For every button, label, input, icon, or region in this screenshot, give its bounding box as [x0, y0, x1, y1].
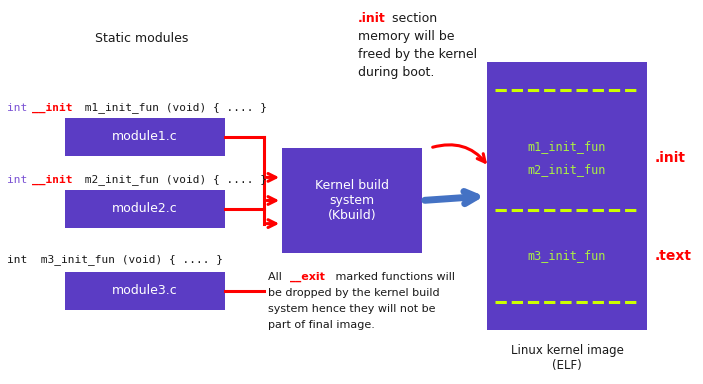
FancyBboxPatch shape: [65, 272, 225, 310]
Text: marked functions will: marked functions will: [332, 272, 455, 282]
Text: All: All: [268, 272, 285, 282]
Text: m2_init_fun: m2_init_fun: [528, 164, 606, 177]
FancyBboxPatch shape: [65, 118, 225, 156]
Text: .init: .init: [655, 151, 686, 165]
Text: freed by the kernel: freed by the kernel: [358, 48, 477, 61]
Text: part of final image.: part of final image.: [268, 320, 375, 330]
Text: m3_init_fun: m3_init_fun: [528, 250, 606, 263]
Text: int: int: [7, 103, 34, 113]
Text: Static modules: Static modules: [95, 32, 188, 45]
Text: .init: .init: [358, 12, 386, 25]
Text: __init: __init: [32, 103, 72, 113]
FancyBboxPatch shape: [65, 190, 225, 228]
Text: system hence they will not be: system hence they will not be: [268, 304, 435, 314]
Text: m2_init_fun (void) { .... }: m2_init_fun (void) { .... }: [78, 175, 267, 185]
FancyBboxPatch shape: [282, 148, 422, 253]
Text: module2.c: module2.c: [112, 202, 178, 215]
Text: be dropped by the kernel build: be dropped by the kernel build: [268, 288, 439, 298]
Text: __exit: __exit: [290, 272, 325, 282]
Text: memory will be: memory will be: [358, 30, 455, 43]
Text: module1.c: module1.c: [112, 131, 178, 144]
Text: section: section: [388, 12, 437, 25]
Text: during boot.: during boot.: [358, 66, 434, 79]
Text: m1_init_fun: m1_init_fun: [528, 141, 606, 154]
Text: Kernel build
system
(Kbuild): Kernel build system (Kbuild): [315, 179, 389, 222]
Text: Linux kernel image
(ELF): Linux kernel image (ELF): [510, 344, 624, 372]
Text: __init: __init: [32, 175, 72, 185]
Text: .text: .text: [655, 249, 692, 263]
Text: module3.c: module3.c: [112, 285, 178, 298]
FancyBboxPatch shape: [487, 62, 647, 330]
Text: int: int: [7, 175, 34, 185]
Text: m1_init_fun (void) { .... }: m1_init_fun (void) { .... }: [78, 103, 267, 113]
Text: int  m3_init_fun (void) { .... }: int m3_init_fun (void) { .... }: [7, 255, 223, 265]
